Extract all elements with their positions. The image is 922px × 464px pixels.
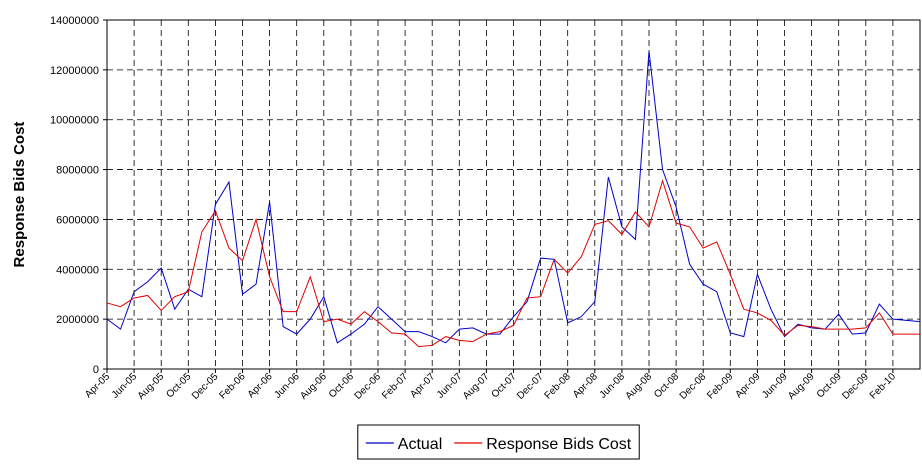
- x-tick-label: Aug-09: [786, 371, 817, 402]
- series-line: [106, 179, 920, 348]
- plot-frame: [106, 19, 921, 370]
- y-tick-label: 12000000: [50, 65, 99, 77]
- x-tick-label: Apr-08: [571, 371, 600, 400]
- y-tick-label: 14000000: [50, 15, 99, 27]
- legend: Actual Response Bids Cost: [357, 424, 640, 460]
- y-tick-label: 4000000: [56, 264, 99, 276]
- y-axis-label: Response Bids Cost: [11, 122, 28, 268]
- x-tick-label: Jun-08: [598, 371, 628, 401]
- y-tick-label: 8000000: [56, 165, 99, 177]
- legend-box: [357, 424, 640, 460]
- x-tick-label: Oct-09: [815, 371, 844, 400]
- legend-label: Actual: [398, 436, 442, 453]
- y-tick-label: 0: [93, 364, 99, 376]
- x-tick-label: Feb-06: [217, 371, 247, 401]
- x-tick-label: Dec-09: [840, 371, 871, 402]
- x-tick-label: Feb-10: [868, 371, 898, 401]
- x-tick-label: Dec-05: [190, 371, 221, 402]
- x-tick-label: Feb-09: [705, 371, 735, 401]
- x-tick-label: Jun-06: [272, 371, 302, 401]
- x-tick-label: Dec-06: [353, 371, 384, 402]
- y-tick-label: 2000000: [56, 314, 99, 326]
- x-tick-label: Dec-07: [515, 371, 546, 402]
- x-tick-label: Apr-09: [734, 371, 763, 400]
- x-tick-label: Jun-07: [435, 371, 465, 401]
- x-tick-label: Oct-07: [490, 371, 519, 400]
- x-tick-label: Feb-07: [380, 371, 410, 401]
- x-tick-label: Jun-05: [110, 371, 140, 401]
- x-tick-label: Jun-09: [760, 371, 790, 401]
- y-tick-label: 6000000: [56, 214, 99, 226]
- x-tick-label: Oct-05: [164, 371, 193, 400]
- x-tick-label: Dec-08: [678, 371, 709, 402]
- x-tick-label: Aug-08: [624, 371, 655, 402]
- x-tick-label: Aug-05: [136, 371, 167, 402]
- x-tick-label: Oct-08: [652, 371, 681, 400]
- x-tick-label: Apr-06: [246, 371, 275, 400]
- x-tick-label: Aug-07: [461, 371, 492, 402]
- x-tick-label: Oct-06: [327, 371, 356, 400]
- x-tick-label: Aug-06: [298, 371, 329, 402]
- series-line: [106, 51, 921, 344]
- x-tick-label: Feb-08: [543, 371, 573, 401]
- x-tick-label: Apr-07: [408, 371, 437, 400]
- y-tick-label: 10000000: [50, 115, 99, 127]
- legend-label: Response Bids Cost: [486, 436, 632, 453]
